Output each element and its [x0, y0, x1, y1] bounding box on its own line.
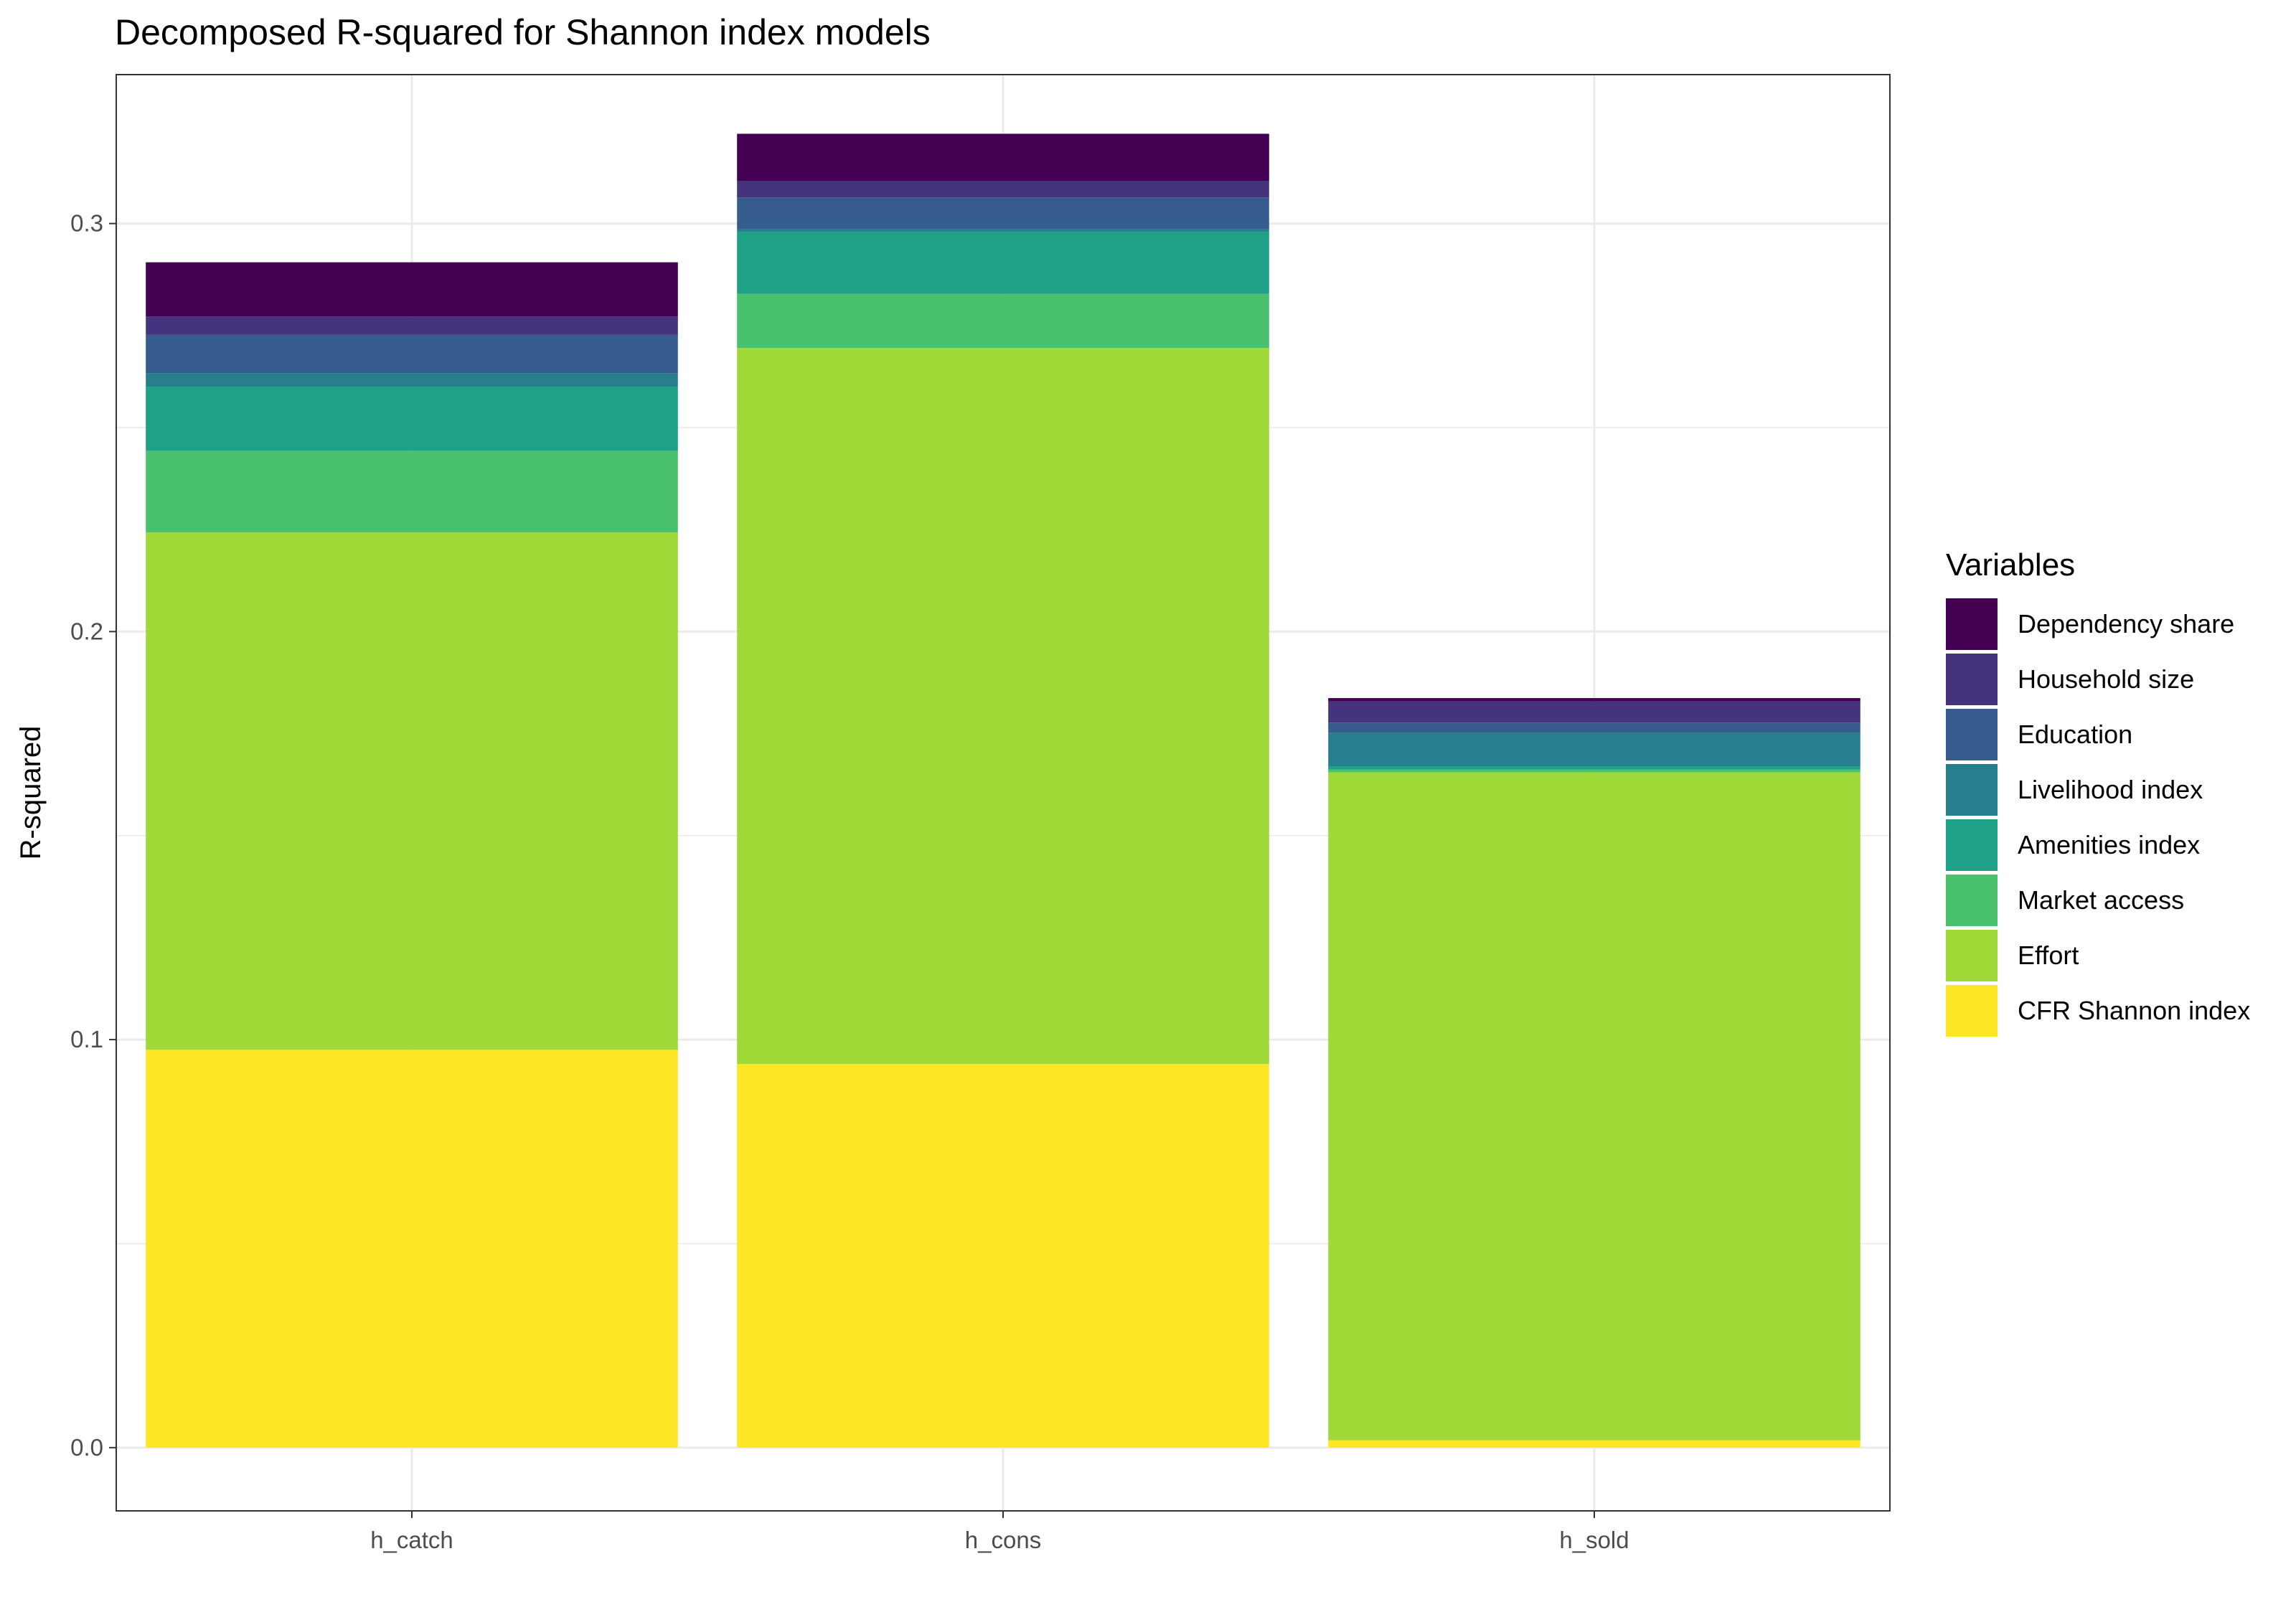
bar-stack-h_catch [146, 262, 678, 1448]
bar-segment-education [146, 334, 678, 374]
legend-label: Dependency share [2018, 609, 2234, 638]
bar-segment-dependency-share [146, 262, 678, 317]
bar-segment-education [737, 197, 1269, 229]
bar-segment-cfr-shannon-index [1328, 1440, 1860, 1448]
bar-segment-household-size [737, 181, 1269, 198]
legend-key-amenities-index [1946, 819, 1998, 871]
bar-segment-effort [737, 348, 1269, 1065]
x-tick-label: h_sold [1559, 1527, 1629, 1553]
legend-label: Effort [2018, 941, 2079, 970]
bar-segment-amenities-index [1328, 766, 1860, 770]
legend-key-education [1946, 709, 1998, 760]
bar-segment-household-size [146, 316, 678, 335]
legend-key-livelihood-index [1946, 764, 1998, 816]
y-tick-label: 0.2 [70, 618, 103, 644]
legend-label: Amenities index [2018, 830, 2200, 859]
bar-stacks [146, 133, 1860, 1448]
y-tick-label: 0.0 [70, 1434, 103, 1461]
legend-key-cfr-shannon-index [1946, 985, 1998, 1037]
legend-label: Education [2018, 720, 2132, 749]
bar-segment-market-access [146, 451, 678, 533]
y-tick-label: 0.1 [70, 1026, 103, 1052]
legend-key-market-access [1946, 875, 1998, 926]
legend-key-household-size [1946, 654, 1998, 705]
y-axis-title: R-squared [15, 726, 47, 860]
bar-segment-amenities-index [737, 231, 1269, 294]
axes: 0.0 0.1 0.2 0.3 h_catch h_cons h_sold [70, 210, 1629, 1553]
bar-segment-household-size [1328, 701, 1860, 723]
legend-label: Household size [2018, 664, 2194, 694]
legend: Variables Dependency share Household size… [1946, 547, 2250, 1037]
x-tick-label: h_cons [965, 1527, 1041, 1553]
bar-segment-education [1328, 722, 1860, 733]
legend-key-dependency-share [1946, 598, 1998, 650]
bar-segment-effort [1328, 772, 1860, 1441]
bar-segment-cfr-shannon-index [146, 1050, 678, 1448]
bar-segment-market-access [737, 293, 1269, 349]
chart-title: Decomposed R-squared for Shannon index m… [115, 12, 931, 52]
legend-label: Livelihood index [2018, 775, 2203, 804]
legend-label: CFR Shannon index [2018, 996, 2250, 1025]
bar-segment-dependency-share [737, 133, 1269, 182]
bar-segment-livelihood-index [1328, 732, 1860, 767]
legend-title: Variables [1946, 547, 2075, 583]
bar-segment-market-access [1328, 769, 1860, 773]
y-tick-label: 0.3 [70, 210, 103, 237]
legend-label: Market access [2018, 885, 2184, 915]
bar-segment-effort [146, 532, 678, 1050]
bar-segment-livelihood-index [146, 373, 678, 387]
x-tick-label: h_catch [370, 1527, 453, 1553]
bar-segment-cfr-shannon-index [737, 1064, 1269, 1448]
bar-segment-livelihood-index [737, 228, 1269, 232]
bar-stack-h_sold [1328, 698, 1860, 1448]
bar-stack-h_cons [737, 133, 1269, 1448]
bar-segment-amenities-index [146, 387, 678, 451]
legend-key-effort [1946, 930, 1998, 981]
bar-segment-dependency-share [1328, 698, 1860, 702]
